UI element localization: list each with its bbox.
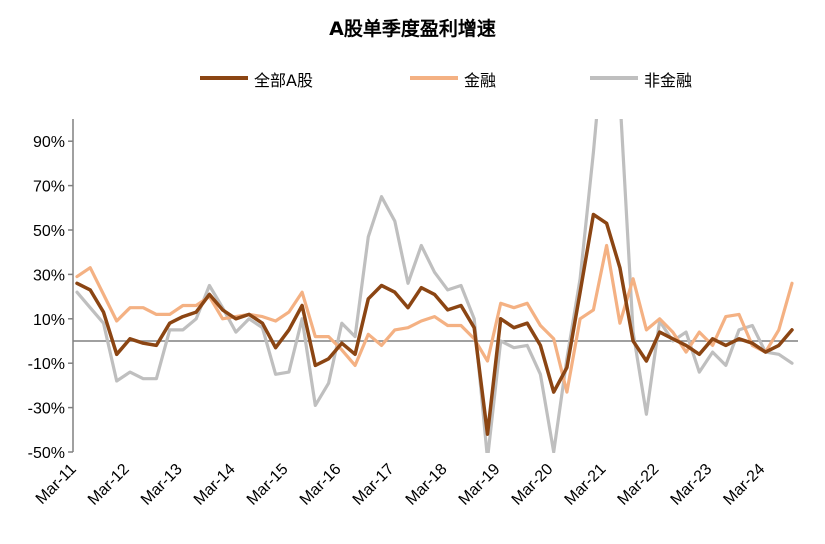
x-tick-label: Mar-22: [615, 461, 663, 509]
legend-swatch: [590, 76, 638, 80]
x-tick-label: Mar-13: [138, 461, 186, 509]
y-tick-label: -10%: [28, 356, 65, 373]
legend-swatch: [410, 76, 458, 80]
chart-title: A股单季度盈利增速: [329, 18, 496, 40]
y-tick-label: 70%: [33, 179, 65, 196]
x-tick-label: Mar-19: [456, 461, 504, 509]
x-tick-label: Mar-11: [33, 461, 80, 508]
legend-label: 全部A股: [254, 71, 313, 90]
y-tick-labels: 90% 70% 50% 30% 10% -10% -30% -50%: [28, 134, 65, 462]
x-tick-label: Mar-24: [720, 461, 768, 509]
x-tick-labels: Mar-11 Mar-12 Mar-13 Mar-14 Mar-15 Mar-16 Mar-…: [33, 461, 769, 509]
axes: [68, 119, 798, 453]
y-tick-label: 10%: [33, 312, 65, 329]
x-tick-label: Mar-15: [244, 461, 292, 509]
x-tick-label: Mar-23: [668, 461, 716, 509]
x-tick-label: Mar-16: [297, 461, 345, 509]
series-line-financials: [75, 243, 794, 394]
y-tick-label: 50%: [33, 223, 65, 240]
legend-label: 非金融: [644, 71, 693, 90]
y-tick-label: -50%: [28, 445, 65, 462]
x-tick-label: Mar-17: [350, 461, 398, 509]
series-line-all-a-shares: [75, 212, 794, 436]
legend-swatch: [200, 76, 248, 80]
legend-label: 金融: [464, 71, 497, 90]
y-tick-label: 30%: [33, 267, 65, 284]
x-tick-label: Mar-20: [509, 461, 557, 509]
x-tick-label: Mar-18: [403, 461, 451, 509]
y-tick-label: -30%: [28, 401, 65, 418]
x-tick-label: Mar-12: [85, 461, 133, 509]
series-layer: [75, 119, 794, 453]
x-tick-label: Mar-14: [191, 461, 239, 509]
y-tick-label: 90%: [33, 134, 65, 151]
series-line-non-financials: [75, 119, 794, 453]
x-tick-label: Mar-21: [562, 461, 610, 509]
